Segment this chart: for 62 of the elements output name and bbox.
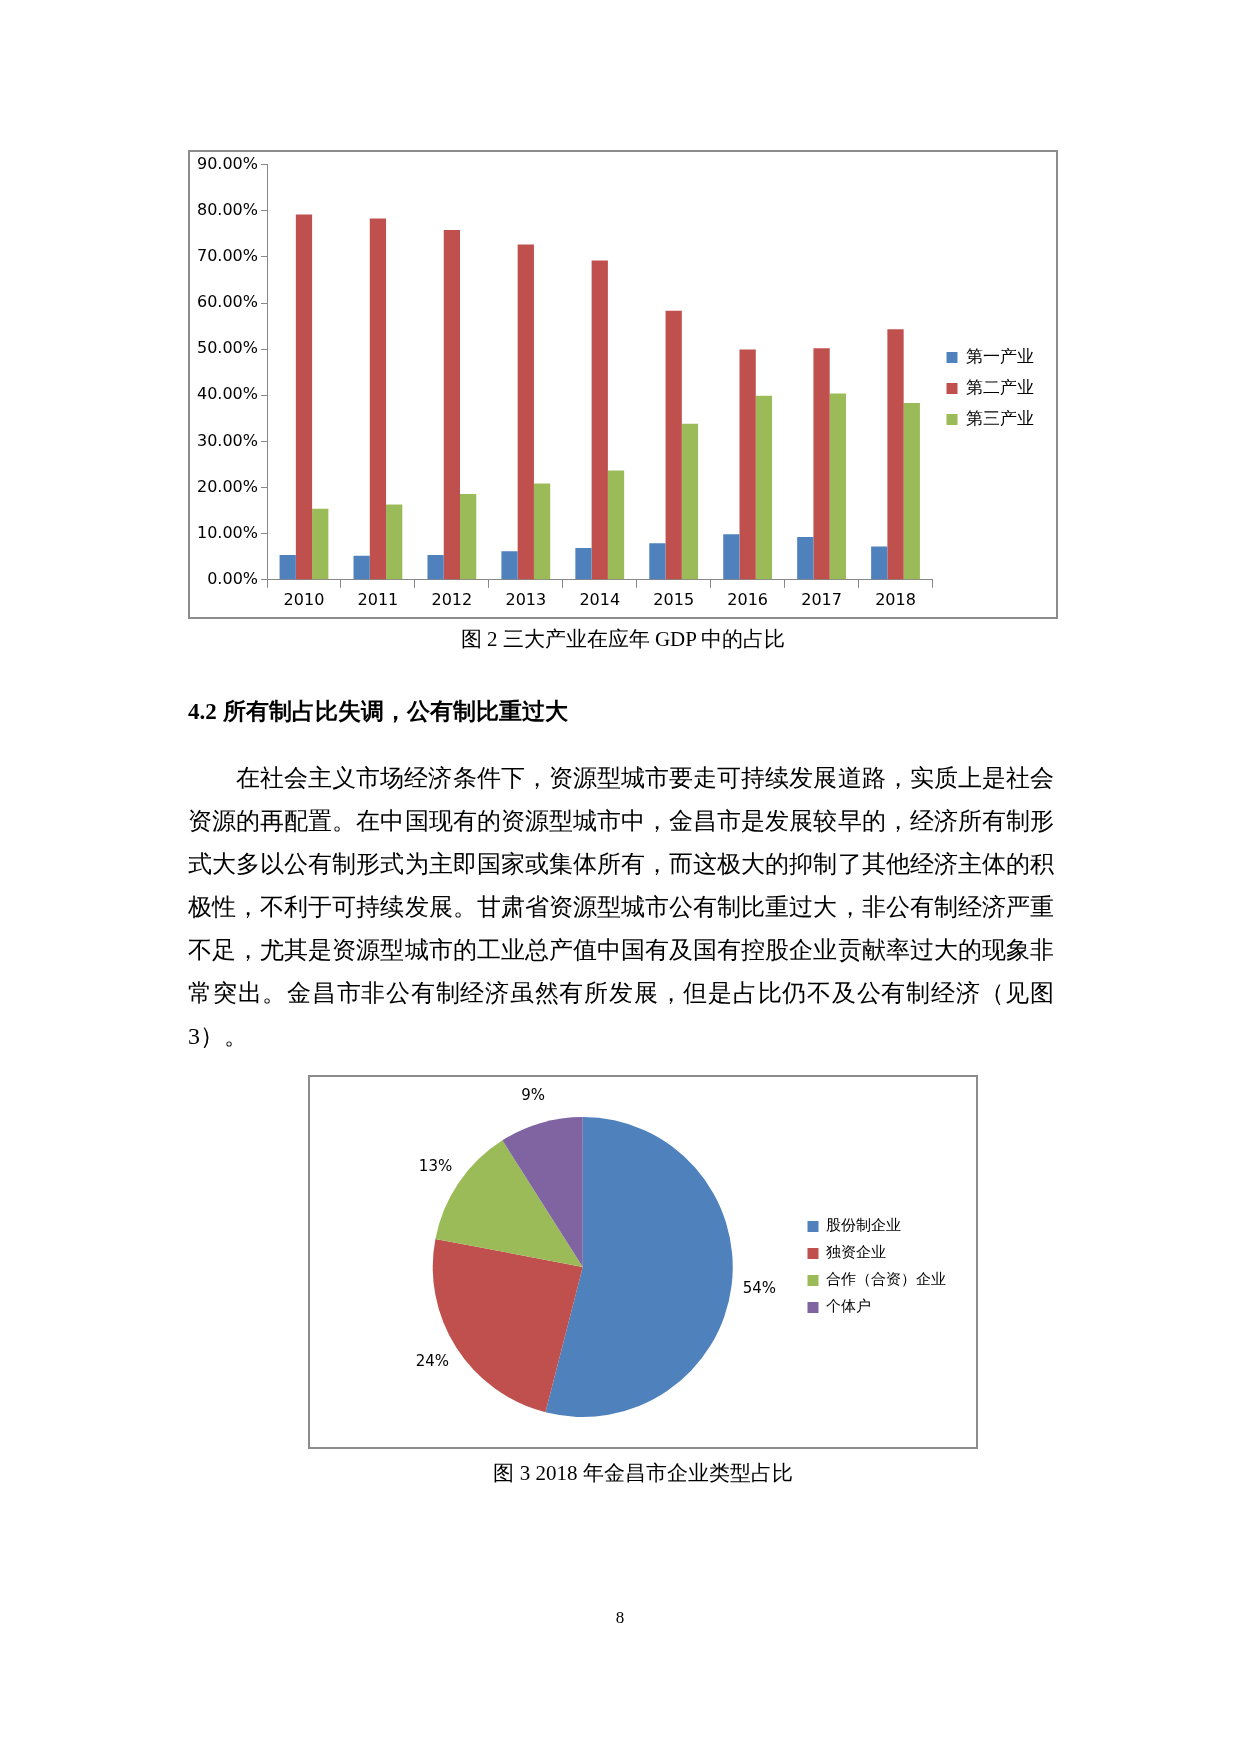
y-tick-label: 60.00% (196, 292, 259, 312)
legend-label: 个体户 (826, 1297, 871, 1316)
bar (591, 260, 608, 580)
bar (739, 349, 756, 580)
bar (575, 547, 592, 580)
legend-label: 股份制企业 (826, 1216, 901, 1235)
bar (460, 493, 477, 580)
bar (665, 310, 682, 580)
bar (427, 554, 444, 580)
y-tick-label: 80.00% (196, 199, 259, 219)
text: 8 (614, 1608, 626, 1628)
bar (723, 534, 740, 580)
text: 图 3 2018 年金昌市企业类型占比 (492, 1460, 794, 1487)
bar (607, 470, 625, 580)
text: 图 2 三大产业在应年 GDP 中的占比 (459, 626, 787, 653)
legend-label: 第三产业 (966, 407, 1034, 428)
y-tick-label: 40.00% (196, 384, 259, 404)
data-label: 24% (415, 1352, 450, 1371)
bar (797, 536, 814, 580)
x-tick-label: 2017 (801, 589, 842, 609)
text: 4.2 所有制占比失调，公有制比重过大 (188, 698, 569, 726)
bar (279, 554, 296, 580)
x-tick-label: 2016 (727, 589, 768, 609)
bar (649, 543, 666, 580)
bar (386, 504, 403, 580)
bar (369, 218, 387, 580)
bar (871, 546, 888, 580)
y-tick-label: 30.00% (196, 430, 259, 450)
y-tick-label: 0.00% (207, 568, 259, 588)
bar (312, 508, 329, 580)
bar (443, 230, 460, 580)
bar (533, 483, 551, 580)
data-label: 13% (418, 1156, 453, 1175)
x-tick-label: 2010 (283, 589, 325, 609)
text: 在社会主义市场经济条件下，资源型城市要走可持续发展道路，实质上是社会资源的再配置。在中国现有的资源型城市中，金昌市是发展较早的，经济所有制形式大多以公有制形式为主即国家或集体所有，而这极大的抑制了其他经济主体的积极性，不利于可持续发展。甘肃省资源型城市公有制比重过大，非公有制经济严重不足，尤其是资源型城市的工业总产值中国有及国有控股企业贡献率过大的现象非常突出。金昌市非公有制经济虽然有所发展，但是占比仍不及公有制经济（见图 3）。 (188, 764, 1054, 1051)
x-tick-label: 2018 (875, 589, 916, 609)
bar (501, 551, 518, 580)
x-tick-label: 2014 (579, 589, 621, 609)
bar (887, 329, 904, 580)
data-label: 9% (521, 1085, 545, 1104)
y-tick-label: 90.00% (196, 153, 259, 173)
y-tick-label: 50.00% (196, 338, 259, 358)
bar (829, 393, 846, 580)
legend-label: 独资企业 (826, 1243, 886, 1262)
bar (903, 403, 920, 580)
legend-label: 第一产业 (966, 345, 1034, 366)
x-tick-label: 2013 (505, 589, 547, 609)
x-tick-label: 2011 (357, 589, 399, 609)
x-tick-label: 2015 (653, 589, 695, 609)
data-label: 54% (742, 1279, 777, 1298)
bar (517, 244, 534, 580)
y-tick-label: 70.00% (196, 246, 259, 266)
y-tick-label: 10.00% (196, 522, 259, 542)
bar (755, 395, 773, 580)
bar (295, 214, 313, 580)
legend-label: 合作（合资）企业 (826, 1270, 946, 1289)
legend-label: 第二产业 (966, 376, 1034, 397)
bar (813, 348, 830, 580)
y-tick-label: 20.00% (196, 476, 259, 496)
bar (353, 555, 370, 580)
bar (681, 423, 699, 580)
x-tick-label: 2012 (431, 589, 473, 609)
